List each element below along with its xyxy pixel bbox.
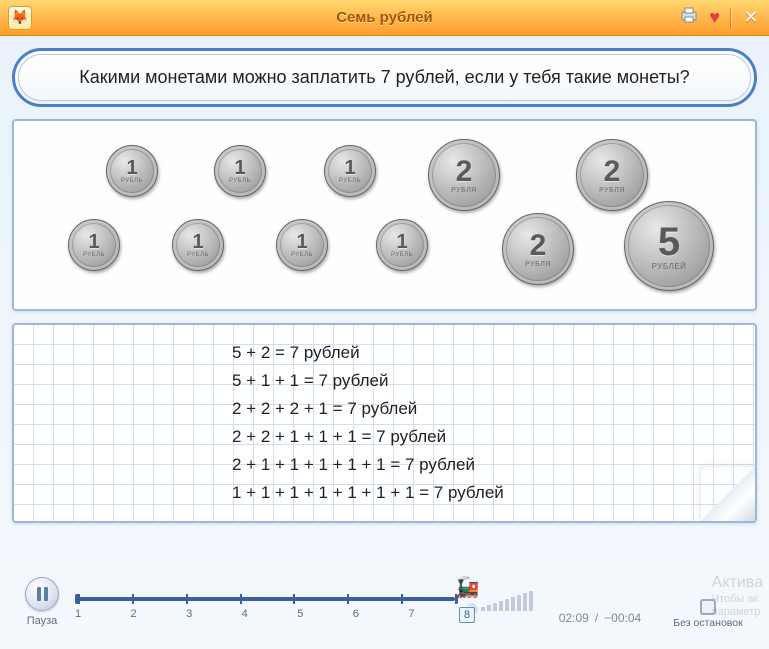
titlebar-controls: ♥ ✕ <box>679 5 761 30</box>
time-elapsed: 02:09 <box>559 611 589 625</box>
timeline-tick-labels: 12345678 <box>72 607 461 627</box>
timeline-tick[interactable] <box>347 594 349 604</box>
pause-column: Пауза <box>12 577 72 627</box>
timeline-tick-label[interactable]: 2 <box>127 607 141 621</box>
coin-2[interactable]: 2РУБЛЯ <box>502 213 574 285</box>
timeline-tick-label[interactable]: 8 <box>459 607 475 623</box>
window-title: Семь рублей <box>336 9 433 26</box>
footer-controls: Пауза 🚂 12345678 🔊 02:09 / −00:04 Без ос… <box>0 571 769 649</box>
volume-bar[interactable] <box>517 595 521 611</box>
volume-bar[interactable] <box>487 605 491 611</box>
question-panel: Какими монетами можно заплатить 7 рублей… <box>12 48 757 107</box>
pause-icon <box>37 587 48 601</box>
answer-line: 5 + 1 + 1 = 7 рублей <box>232 367 755 395</box>
coin-2[interactable]: 2РУБЛЯ <box>576 139 648 211</box>
coins-panel: 1РУБЛЬ1РУБЛЬ1РУБЛЬ2РУБЛЯ2РУБЛЯ1РУБЛЬ1РУБ… <box>12 119 757 311</box>
volume-bars[interactable] <box>481 577 541 611</box>
timeline-tick-label[interactable]: 5 <box>293 607 307 621</box>
coin-1[interactable]: 1РУБЛЬ <box>106 145 158 197</box>
stops-checkbox[interactable] <box>700 599 716 615</box>
volume-bar[interactable] <box>529 591 533 611</box>
answer-line: 2 + 1 + 1 + 1 + 1 + 1 = 7 рублей <box>232 451 755 479</box>
close-button[interactable]: ✕ <box>741 7 761 28</box>
coin-5[interactable]: 5РУБЛЕЙ <box>624 201 714 291</box>
main-area: Какими монетами можно заплатить 7 рублей… <box>0 36 769 649</box>
answers-panel: 5 + 2 = 7 рублей5 + 1 + 1 = 7 рублей2 + … <box>12 323 757 523</box>
timeline-tick[interactable] <box>186 594 188 604</box>
volume-bar[interactable] <box>511 597 515 611</box>
titlebar-divider <box>730 8 731 28</box>
timeline-tick[interactable] <box>132 594 134 604</box>
timeline-tick[interactable] <box>240 594 242 604</box>
coin-1[interactable]: 1РУБЛЬ <box>324 145 376 197</box>
answer-line: 2 + 2 + 1 + 1 + 1 = 7 рублей <box>232 423 755 451</box>
timeline-tick-label[interactable]: 3 <box>182 607 196 621</box>
coin-1[interactable]: 1РУБЛЬ <box>276 219 328 271</box>
volume-bar[interactable] <box>481 607 485 611</box>
timeline-tick[interactable] <box>401 594 403 604</box>
timeline-tick[interactable] <box>293 594 295 604</box>
timeline-tick-label[interactable]: 1 <box>71 607 85 621</box>
page-curl-icon <box>701 467 755 521</box>
pause-label: Пауза <box>12 615 72 627</box>
pause-button[interactable] <box>25 577 59 611</box>
question-text: Какими монетами можно заплатить 7 рублей… <box>18 54 751 101</box>
coin-2[interactable]: 2РУБЛЯ <box>428 139 500 211</box>
volume-bar[interactable] <box>523 593 527 611</box>
answer-line: 2 + 2 + 2 + 1 = 7 рублей <box>232 395 755 423</box>
answer-line: 5 + 2 = 7 рублей <box>232 339 755 367</box>
answer-line: 1 + 1 + 1 + 1 + 1 + 1 + 1 = 7 рублей <box>232 479 755 507</box>
coin-1[interactable]: 1РУБЛЬ <box>376 219 428 271</box>
timeline-track[interactable] <box>78 597 455 601</box>
volume-bar[interactable] <box>505 599 509 611</box>
timeline-tick-label[interactable]: 7 <box>404 607 418 621</box>
time-remaining: −00:04 <box>604 611 641 625</box>
stops-column: Без остановок <box>659 577 757 629</box>
coin-1[interactable]: 1РУБЛЬ <box>172 219 224 271</box>
heart-icon[interactable]: ♥ <box>709 7 720 28</box>
coin-1[interactable]: 1РУБЛЬ <box>68 219 120 271</box>
volume-bar[interactable] <box>493 603 497 611</box>
progress-marker-icon: 🚂 <box>455 575 480 600</box>
titlebar: 🦊 Семь рублей ♥ ✕ <box>0 0 769 36</box>
timeline-tick[interactable] <box>78 594 80 604</box>
print-icon[interactable] <box>679 5 699 30</box>
time-display: 02:09 / −00:04 <box>541 577 659 625</box>
volume-bar[interactable] <box>499 601 503 611</box>
timeline-tick-label[interactable]: 6 <box>349 607 363 621</box>
coin-1[interactable]: 1РУБЛЬ <box>214 145 266 197</box>
timeline[interactable]: 🚂 12345678 <box>72 577 461 627</box>
stops-label: Без остановок <box>659 617 757 629</box>
timeline-tick[interactable] <box>455 594 457 604</box>
time-separator: / <box>595 611 598 625</box>
timeline-tick-label[interactable]: 4 <box>238 607 252 621</box>
app-logo: 🦊 <box>8 6 32 30</box>
